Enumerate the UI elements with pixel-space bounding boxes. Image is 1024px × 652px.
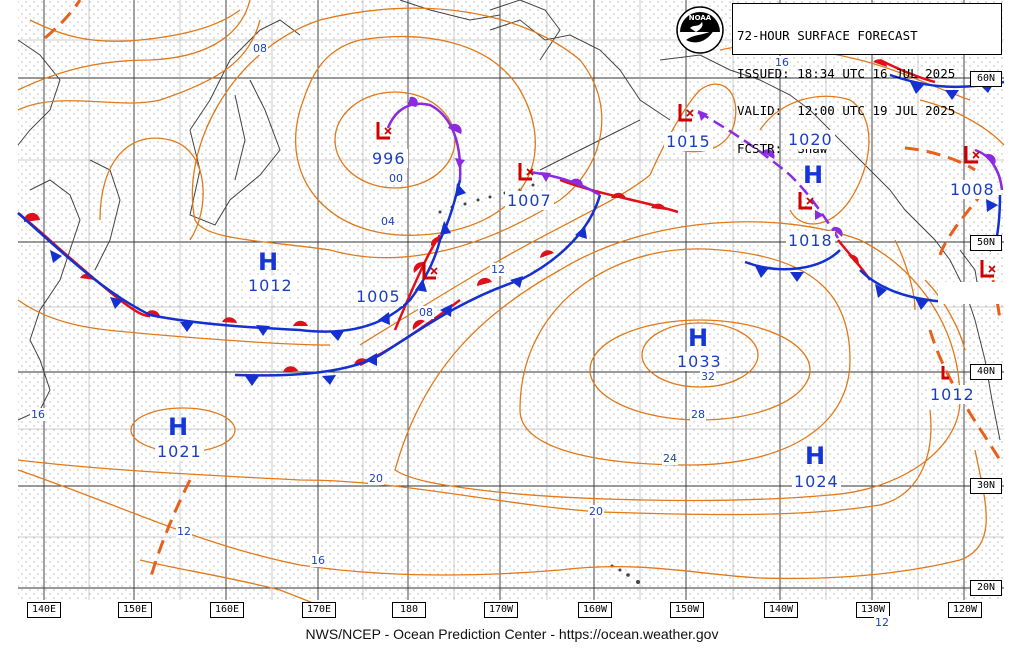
lat-label-30n: 30N <box>970 478 1002 494</box>
lon-label-170w: 170W <box>484 602 518 618</box>
high-center-1020: H <box>803 161 824 189</box>
lon-label-170e: 170E <box>302 602 336 618</box>
coastlines <box>17 0 1001 441</box>
lat-label-50n: 50N <box>970 235 1002 251</box>
lat-label-20n: 20N <box>970 580 1002 596</box>
map-background <box>18 0 1004 600</box>
low-pressure-1012: 1012 <box>928 385 977 404</box>
header-issued: ISSUED: 18:34 UTC 16 JUL 2025 <box>737 65 956 81</box>
low-pressure-1015: 1015 <box>664 132 713 151</box>
lon-label-180: 180 <box>392 602 426 618</box>
isobar-label-08-mid: 08 <box>418 306 434 319</box>
low-pressure-1005: 1005 <box>354 287 403 306</box>
high-center-1033: H <box>688 324 709 352</box>
header-forecaster: FCSTR: Shaw <box>737 140 828 156</box>
high-pressure-1012: 1012 <box>246 276 295 295</box>
lon-label-150e: 150E <box>118 602 152 618</box>
isobar-label-20-left: 20 <box>368 472 384 485</box>
high-center-1012: H <box>258 248 279 276</box>
header-valid: VALID: 12:00 UTC 19 JUL 2025 <box>737 103 956 118</box>
isobar-label-04: 04 <box>380 215 396 228</box>
isobar-label-24: 24 <box>662 452 678 465</box>
cold-fronts <box>17 73 1005 386</box>
isobar-label-12-bottom: 12 <box>874 616 890 629</box>
lon-label-130w: 130W <box>856 602 890 618</box>
lat-label-60n: 60N <box>970 71 1002 87</box>
high-center-1024: H <box>805 442 826 470</box>
lon-label-160e: 160E <box>210 602 244 618</box>
occluded-fronts <box>386 96 1004 239</box>
isobar-label-16-bottom: 16 <box>310 554 326 567</box>
header-title: 72-HOUR SURFACE FORECAST <box>737 28 918 43</box>
isobars <box>17 0 1005 613</box>
isobar-label-28: 28 <box>690 408 706 421</box>
low-pressure-1008: 1008 <box>948 180 997 199</box>
low-pressure-996: 996 <box>370 149 408 168</box>
lon-label-150w: 150W <box>670 602 704 618</box>
lon-label-140w: 140W <box>764 602 798 618</box>
minor-graticule <box>18 0 1004 600</box>
high-center-1021: H <box>168 413 189 441</box>
high-pressure-1033: 1033 <box>675 352 724 371</box>
low-pressure-1018: 1018 <box>786 231 835 250</box>
isobar-label-16-left: 16 <box>30 408 46 421</box>
isobar-label-00: 00 <box>388 172 404 185</box>
noaa-logo: NOAA <box>676 6 724 54</box>
high-pressure-1020: 1020 <box>786 130 835 149</box>
isobar-label-32: 32 <box>700 370 716 383</box>
svg-text:NOAA: NOAA <box>689 14 712 22</box>
lon-label-140e: 140E <box>27 602 61 618</box>
footer-credit: NWS/NCEP - Ocean Prediction Center - htt… <box>305 626 719 642</box>
isobar-label-12-left: 12 <box>176 525 192 538</box>
isobar-label-16-top: 16 <box>774 56 790 69</box>
map-blank-patch <box>938 282 1004 304</box>
high-pressure-1021: 1021 <box>155 442 204 461</box>
lon-label-160w: 160W <box>578 602 612 618</box>
isobar-label-20-mid: 20 <box>588 505 604 518</box>
low-symbols <box>376 104 996 380</box>
forecast-header: 72-HOUR SURFACE FORECAST ISSUED: 18:34 U… <box>732 3 1002 154</box>
lat-label-40n: 40N <box>970 364 1002 380</box>
isobar-label-08-top: 08 <box>252 42 268 55</box>
low-pressure-1007: 1007 <box>505 191 554 210</box>
isobar-label-12-mid: 12 <box>490 263 506 276</box>
lon-label-120w: 120W <box>948 602 982 618</box>
high-pressure-1024: 1024 <box>792 472 841 491</box>
